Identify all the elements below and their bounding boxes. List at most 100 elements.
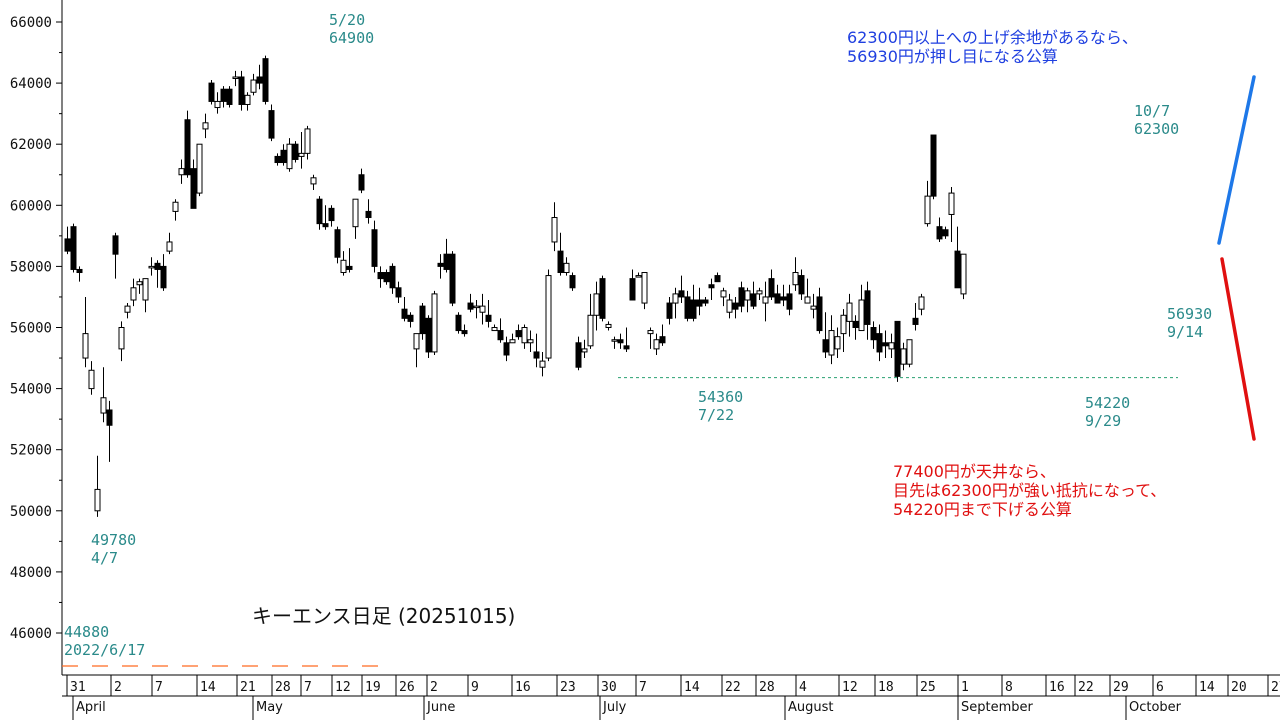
candle: [340, 251, 347, 276]
candle: [184, 110, 191, 178]
candle-body: [726, 299, 733, 313]
candle: [497, 318, 504, 343]
month-label: July: [602, 700, 627, 715]
x-tick-label: 16: [1049, 680, 1065, 695]
x-tick-label: 7: [155, 680, 163, 695]
candle-body: [918, 296, 925, 310]
candle: [780, 284, 787, 307]
candle-body: [702, 299, 709, 304]
candle-body: [377, 272, 384, 280]
candle: [888, 333, 895, 359]
x-tick-label: 23: [560, 680, 576, 695]
candle-body: [274, 155, 281, 164]
candle: [611, 336, 618, 349]
candle-body: [629, 278, 636, 301]
month-label: September: [961, 700, 1034, 715]
price-annotation: 2022/6/17: [64, 641, 145, 659]
candle-body: [690, 299, 697, 319]
candle: [906, 339, 913, 368]
candle: [690, 284, 697, 322]
candle: [274, 153, 281, 166]
candle-body: [521, 327, 528, 344]
candle: [346, 248, 353, 273]
red-note: 77400円が天井なら、: [893, 462, 1056, 481]
candle-body: [822, 339, 829, 353]
candle: [286, 138, 293, 172]
candle: [268, 104, 275, 142]
candle: [316, 196, 323, 230]
candle: [641, 272, 648, 310]
candle: [575, 336, 582, 371]
candles: [64, 55, 967, 517]
candle: [425, 315, 432, 359]
candle-body: [286, 143, 293, 170]
candle: [371, 220, 378, 273]
candle: [684, 290, 691, 322]
candle-body: [870, 327, 877, 341]
candle: [930, 134, 937, 200]
candle-body: [431, 293, 438, 353]
candle-body: [94, 488, 101, 512]
candle-body: [497, 330, 504, 341]
reference-lines: [62, 75, 1256, 667]
x-tick-label: 4: [799, 680, 807, 695]
candle-body: [250, 79, 257, 93]
x-tick-label: 2: [430, 680, 438, 695]
candle-body: [581, 348, 588, 353]
price-annotation: 62300: [1134, 120, 1179, 138]
candle: [750, 281, 757, 310]
candle: [605, 321, 612, 331]
candle-body: [720, 290, 727, 298]
candle-body: [100, 397, 107, 414]
candle-body: [467, 302, 474, 310]
candle: [437, 254, 444, 279]
y-axis: 46000 48000 50000 52000 54000 56000 58000 60000…: [10, 0, 63, 675]
red-note: 目先は62300円が強い抵抗になって、: [893, 481, 1166, 500]
candle: [292, 141, 299, 163]
candle: [786, 284, 793, 316]
candle: [473, 300, 480, 319]
candle-body: [148, 265, 155, 269]
candle-body: [268, 110, 275, 139]
candle: [190, 159, 197, 209]
candle-body: [593, 293, 600, 316]
candle: [521, 324, 528, 349]
candle: [834, 327, 841, 359]
blue-note: 56930円が押し目になる公算: [847, 47, 1058, 66]
candle-body: [214, 100, 221, 109]
y-tick-label: 64000: [10, 76, 52, 92]
candle: [792, 257, 799, 291]
candle: [533, 333, 540, 368]
candle-body: [954, 250, 961, 289]
month-label: May: [256, 700, 283, 715]
candle-body: [557, 250, 564, 274]
month-label: October: [1129, 700, 1182, 715]
candle: [304, 125, 311, 160]
candle: [82, 296, 89, 368]
candle-body: [64, 238, 71, 252]
candle: [599, 275, 606, 322]
candle-body: [551, 217, 558, 243]
x-tick-label: 16: [515, 680, 531, 695]
candle-body: [130, 287, 137, 301]
candle: [455, 312, 462, 334]
candle: [545, 269, 552, 362]
candle: [419, 303, 426, 340]
candle: [226, 86, 233, 108]
y-tick-label: 46000: [10, 626, 52, 642]
candle-body: [142, 278, 149, 301]
candle-body: [852, 320, 859, 329]
y-tick-label: 50000: [10, 504, 52, 520]
candle: [876, 324, 883, 362]
candle-body: [696, 299, 703, 307]
x-tick-label: 7: [304, 680, 312, 695]
candle: [196, 143, 203, 197]
candle: [503, 336, 510, 362]
price-annotation: 4/7: [91, 549, 118, 567]
candle: [509, 333, 516, 344]
candle-body: [882, 342, 889, 347]
candle-body: [491, 327, 498, 332]
x-tick-label: 28: [759, 680, 775, 695]
candle: [738, 281, 745, 313]
candle-body: [328, 207, 335, 222]
